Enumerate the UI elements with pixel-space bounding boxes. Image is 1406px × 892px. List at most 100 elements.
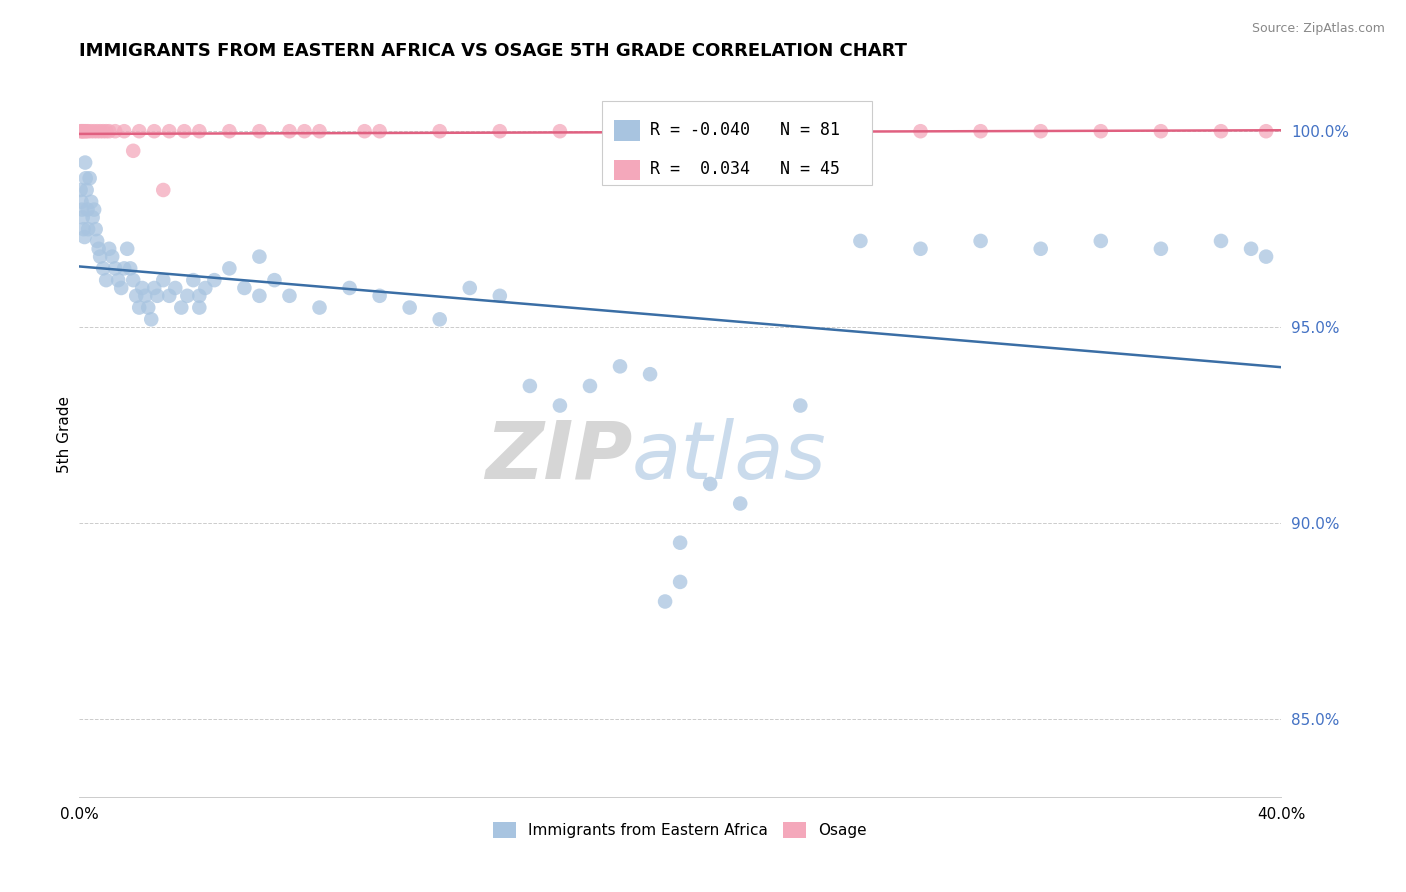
Point bbox=[170, 301, 193, 315]
Point bbox=[579, 379, 602, 393]
Text: atlas: atlas bbox=[633, 417, 827, 496]
Point bbox=[488, 289, 510, 303]
Point bbox=[654, 594, 676, 608]
Point bbox=[122, 144, 145, 158]
Point bbox=[115, 242, 138, 256]
Point bbox=[849, 234, 872, 248]
Point bbox=[308, 301, 330, 315]
FancyBboxPatch shape bbox=[602, 102, 873, 185]
Point bbox=[72, 124, 94, 138]
Point bbox=[86, 124, 108, 138]
Point bbox=[96, 124, 118, 138]
Point bbox=[89, 124, 111, 138]
Point bbox=[789, 399, 811, 413]
Point bbox=[278, 124, 301, 138]
Point bbox=[294, 124, 316, 138]
Point bbox=[75, 155, 97, 169]
Point bbox=[849, 124, 872, 138]
Point bbox=[72, 222, 94, 236]
Point bbox=[353, 124, 375, 138]
Point bbox=[157, 124, 180, 138]
Point bbox=[79, 171, 101, 186]
Point bbox=[188, 301, 211, 315]
Point bbox=[519, 379, 541, 393]
Point bbox=[101, 250, 124, 264]
Point bbox=[1029, 124, 1052, 138]
Point bbox=[146, 289, 169, 303]
Point bbox=[89, 250, 111, 264]
Point bbox=[125, 289, 148, 303]
Point bbox=[188, 289, 211, 303]
Point bbox=[83, 124, 105, 138]
Point bbox=[218, 261, 240, 276]
Point bbox=[278, 289, 301, 303]
Point bbox=[83, 202, 105, 217]
Point bbox=[910, 242, 932, 256]
Point bbox=[91, 124, 114, 138]
Point bbox=[98, 124, 121, 138]
Point bbox=[458, 281, 481, 295]
Point bbox=[249, 250, 271, 264]
Point bbox=[249, 124, 271, 138]
Point bbox=[699, 477, 721, 491]
Point bbox=[75, 171, 97, 186]
Point bbox=[263, 273, 285, 287]
Text: R = -0.040   N = 81: R = -0.040 N = 81 bbox=[650, 121, 839, 139]
Point bbox=[128, 124, 150, 138]
Point bbox=[104, 124, 127, 138]
Point bbox=[82, 211, 104, 225]
Text: Source: ZipAtlas.com: Source: ZipAtlas.com bbox=[1251, 22, 1385, 36]
Point bbox=[120, 261, 142, 276]
Point bbox=[609, 124, 631, 138]
Point bbox=[1209, 124, 1232, 138]
Text: R =  0.034   N = 45: R = 0.034 N = 45 bbox=[650, 161, 839, 178]
Point bbox=[77, 124, 100, 138]
Point bbox=[1254, 250, 1277, 264]
Point bbox=[110, 281, 132, 295]
Point bbox=[218, 124, 240, 138]
Point bbox=[181, 273, 204, 287]
Point bbox=[339, 281, 361, 295]
Point bbox=[969, 124, 991, 138]
Point bbox=[1090, 124, 1112, 138]
Point bbox=[122, 273, 145, 287]
Point bbox=[1209, 234, 1232, 248]
Point bbox=[84, 222, 107, 236]
Point bbox=[112, 261, 135, 276]
Point bbox=[1254, 124, 1277, 138]
Point bbox=[548, 399, 571, 413]
Point bbox=[308, 124, 330, 138]
Point bbox=[165, 281, 187, 295]
Point bbox=[104, 261, 127, 276]
Point bbox=[72, 211, 94, 225]
Point bbox=[76, 202, 98, 217]
Point bbox=[368, 124, 391, 138]
Point bbox=[80, 194, 103, 209]
Point bbox=[87, 242, 110, 256]
Point bbox=[107, 273, 129, 287]
Point bbox=[70, 124, 93, 138]
Point bbox=[1090, 234, 1112, 248]
Point bbox=[91, 261, 114, 276]
Point bbox=[1150, 124, 1173, 138]
Point bbox=[1150, 242, 1173, 256]
Y-axis label: 5th Grade: 5th Grade bbox=[58, 396, 72, 474]
Point bbox=[73, 230, 96, 244]
Point bbox=[96, 273, 118, 287]
Point bbox=[910, 124, 932, 138]
Text: ZIP: ZIP bbox=[485, 417, 633, 496]
Legend: Immigrants from Eastern Africa, Osage: Immigrants from Eastern Africa, Osage bbox=[486, 816, 873, 844]
Point bbox=[488, 124, 510, 138]
Point bbox=[202, 273, 225, 287]
Point bbox=[131, 281, 153, 295]
Point bbox=[728, 124, 751, 138]
Point bbox=[76, 183, 98, 197]
Point bbox=[173, 124, 195, 138]
Point bbox=[157, 289, 180, 303]
Point bbox=[70, 194, 93, 209]
Point bbox=[128, 301, 150, 315]
Point bbox=[609, 359, 631, 374]
Point bbox=[72, 124, 94, 138]
FancyBboxPatch shape bbox=[614, 160, 641, 180]
Point bbox=[429, 124, 451, 138]
